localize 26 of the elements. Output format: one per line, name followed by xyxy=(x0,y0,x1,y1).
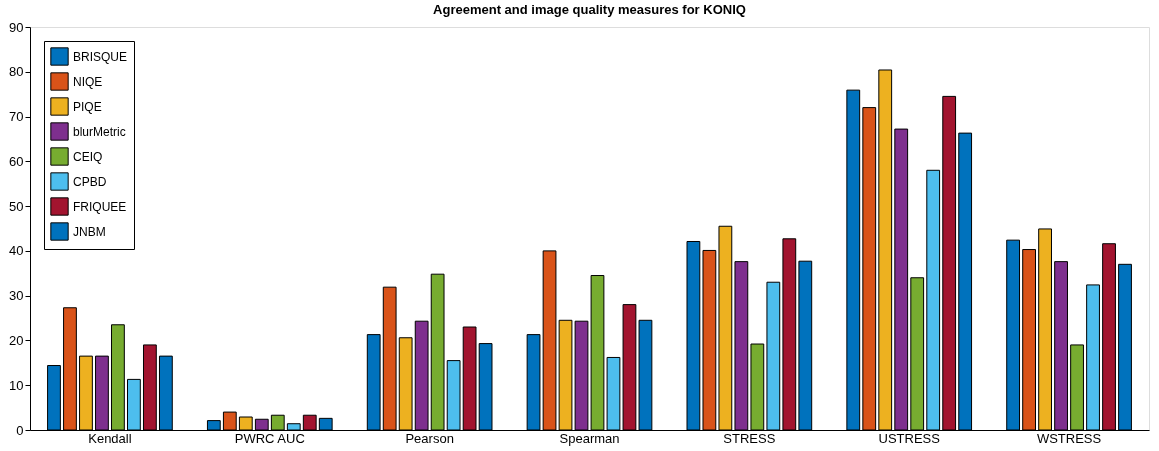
y-tick-label: 30 xyxy=(9,288,24,304)
y-tick-label: 90 xyxy=(9,19,24,35)
y-tick-label: 50 xyxy=(9,198,24,214)
legend-label: JNBM xyxy=(73,224,106,239)
y-tick-label: 0 xyxy=(16,422,24,438)
legend-label: NIQE xyxy=(73,74,103,89)
x-tick-label: USTRESS xyxy=(878,430,941,446)
chart-title: Agreement and image quality measures for KONIQ xyxy=(433,2,746,17)
y-tick-label: 60 xyxy=(9,153,24,169)
legend-label: CEIQ xyxy=(73,149,103,164)
legend-label: PIQE xyxy=(73,99,102,114)
x-tick-label: Pearson xyxy=(405,430,454,446)
y-tick-label: 10 xyxy=(9,377,24,393)
y-tick-label: 70 xyxy=(9,109,24,125)
legend-label: CPBD xyxy=(73,174,107,189)
legend-label: BRISQUE xyxy=(73,49,128,64)
x-tick-label: WSTRESS xyxy=(1036,430,1102,446)
x-tick-label: Spearman xyxy=(559,430,620,446)
x-tick-label: Kendall xyxy=(88,430,132,446)
x-tick-label: PWRC AUC xyxy=(234,430,305,446)
y-tick-label: 40 xyxy=(9,243,24,259)
legend-label: FRIQUEE xyxy=(73,199,127,214)
x-tick-label: STRESS xyxy=(723,430,776,446)
y-tick-label: 20 xyxy=(9,332,24,348)
legend-label: blurMetric xyxy=(73,124,126,139)
y-tick-label: 80 xyxy=(9,64,24,80)
